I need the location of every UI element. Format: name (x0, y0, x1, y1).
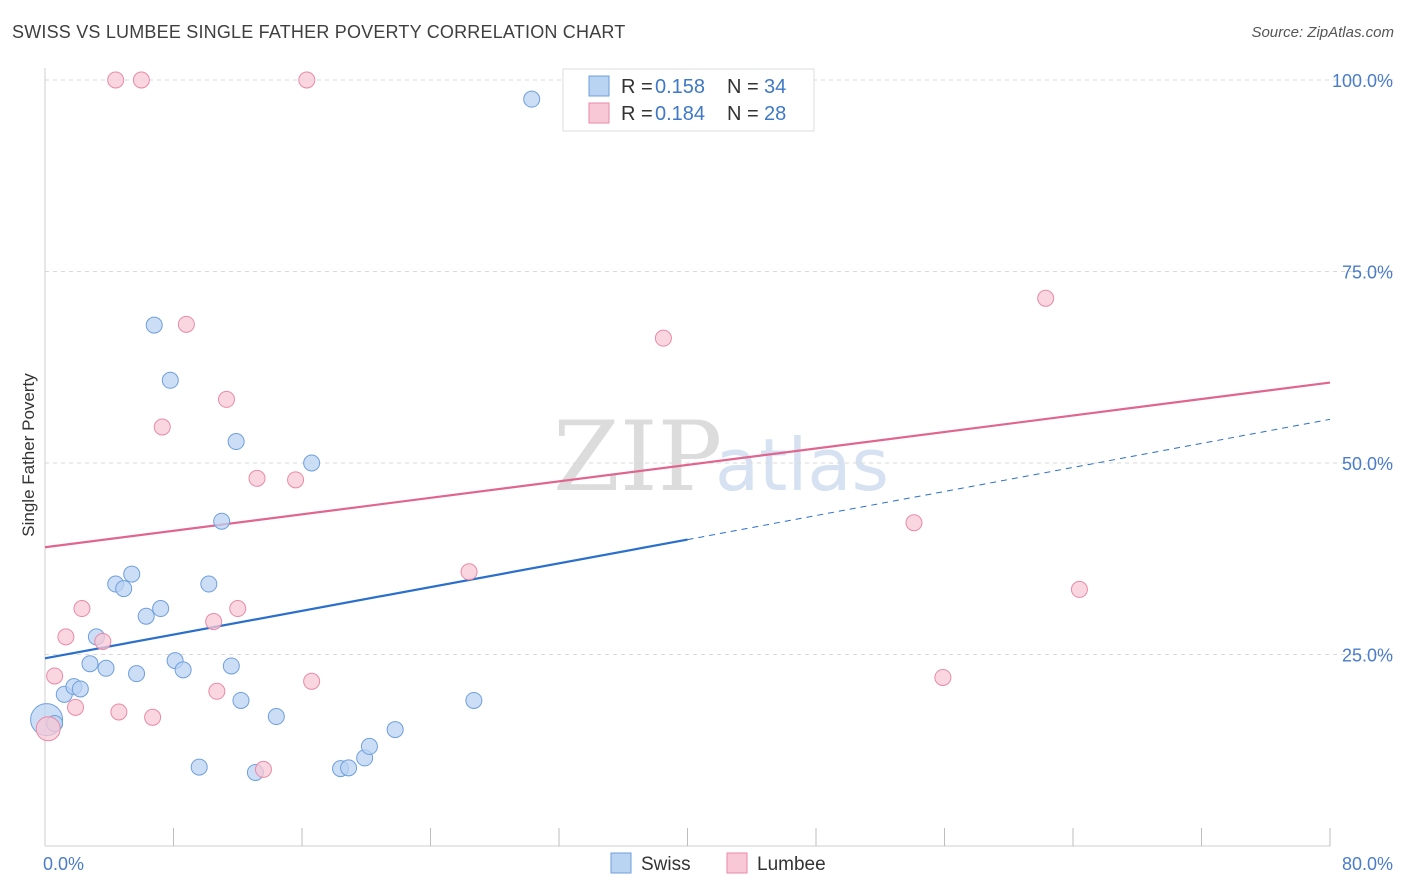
lumbee-point-2 (57, 628, 75, 646)
swiss-trend-line (44, 538, 688, 660)
lumbee-point-18 (287, 471, 305, 489)
swiss-point-11 (128, 665, 146, 683)
swiss-trend-extension (687, 418, 1331, 541)
y-tick-label-100: 100.0% (1332, 71, 1393, 91)
lumbee-point-13 (208, 682, 226, 700)
lumbee-point-5 (94, 632, 112, 650)
lumbee-point-25 (934, 668, 952, 686)
bottom-legend-swatch-swiss (610, 852, 632, 874)
x-tick-label-0: 0.0% (43, 854, 84, 874)
legend-lumbee-n-value: 28 (764, 103, 786, 125)
lumbee-point-3 (67, 698, 85, 716)
legend-lumbee-n-label: N = (727, 103, 759, 125)
bottom-legend-label-lumbee: Lumbee (757, 854, 826, 875)
swiss-point-33 (523, 90, 541, 108)
swiss-point-12 (137, 607, 155, 625)
swiss-point-9 (115, 580, 133, 598)
lumbee-point-0 (35, 716, 61, 742)
lumbee-point-19 (298, 71, 316, 89)
swiss-point-26 (303, 454, 321, 472)
lumbee-point-22 (654, 329, 672, 347)
lumbee-point-14 (218, 390, 236, 408)
swiss-point-28 (340, 759, 358, 777)
lumbee-point-6 (107, 71, 125, 89)
lumbee-point-8 (132, 71, 150, 89)
lumbee-point-17 (254, 760, 272, 778)
lumbee-trend-line (44, 381, 1331, 549)
lumbee-point-15 (229, 600, 247, 618)
grid-lines (45, 79, 1395, 655)
lumbee-point-7 (110, 703, 128, 721)
lumbee-point-26 (1037, 289, 1055, 307)
swiss-point-13 (145, 316, 163, 334)
swiss-point-4 (71, 680, 89, 698)
watermark-atlas: atlas (715, 423, 889, 507)
swiss-point-18 (190, 758, 208, 776)
lumbee-points (35, 71, 1088, 778)
legend-lumbee-r-label: R = (621, 103, 653, 125)
lumbee-point-27 (1070, 580, 1088, 598)
tick-labels: 25.0% 50.0% 75.0% 100.0% 0.0% 80.0% (43, 71, 1393, 874)
y-tick-label-50: 50.0% (1342, 454, 1393, 474)
swiss-point-30 (360, 737, 378, 755)
trend-lines (44, 381, 1331, 660)
x-ticks (173, 828, 1331, 846)
swiss-point-21 (222, 657, 240, 675)
top-legend: R = 0.158 N = 34 R = 0.184 N = 28 (562, 68, 815, 132)
swiss-point-5 (81, 655, 99, 673)
swiss-point-25 (267, 708, 285, 726)
y-axis-label: Single Father Poverty (19, 373, 38, 537)
y-tick-label-25: 25.0% (1342, 646, 1393, 666)
legend-swatch-lumbee (588, 102, 610, 124)
legend-swiss-n-label: N = (727, 76, 759, 98)
swiss-point-22 (227, 433, 245, 451)
swiss-point-17 (174, 661, 192, 679)
legend-swatch-swiss (588, 75, 610, 97)
swiss-point-15 (161, 371, 179, 389)
lumbee-point-4 (73, 600, 91, 618)
swiss-point-31 (386, 721, 404, 739)
swiss-point-7 (97, 659, 115, 677)
lumbee-point-24 (905, 514, 923, 532)
swiss-point-14 (152, 600, 170, 618)
watermark-zip: ZIP (553, 401, 722, 513)
lumbee-point-20 (303, 672, 321, 690)
swiss-points (30, 90, 541, 781)
y-tick-label-75: 75.0% (1342, 263, 1393, 283)
lumbee-point-9 (144, 708, 162, 726)
bottom-legend-label-swiss: Swiss (641, 854, 691, 875)
legend-swiss-r-value: 0.158 (655, 76, 705, 98)
chart-source: Source: ZipAtlas.com (1251, 24, 1394, 41)
lumbee-point-16 (248, 469, 266, 487)
legend-swiss-r-label: R = (621, 76, 653, 98)
swiss-point-23 (232, 691, 250, 709)
swiss-point-10 (123, 565, 141, 583)
swiss-point-19 (200, 575, 218, 593)
legend-swiss-n-value: 34 (764, 76, 786, 98)
lumbee-point-1 (46, 667, 64, 685)
lumbee-point-12 (205, 613, 223, 631)
lumbee-point-11 (177, 315, 195, 333)
lumbee-point-21 (460, 563, 478, 581)
swiss-point-32 (465, 691, 483, 709)
legend-lumbee-r-value: 0.184 (655, 103, 705, 125)
swiss-point-20 (213, 512, 231, 530)
lumbee-point-10 (153, 418, 171, 436)
bottom-legend: Swiss Lumbee (610, 852, 826, 875)
chart-title: SWISS VS LUMBEE SINGLE FATHER POVERTY CO… (12, 22, 626, 42)
bottom-legend-swatch-lumbee (726, 852, 748, 874)
x-tick-label-80: 80.0% (1342, 854, 1393, 874)
